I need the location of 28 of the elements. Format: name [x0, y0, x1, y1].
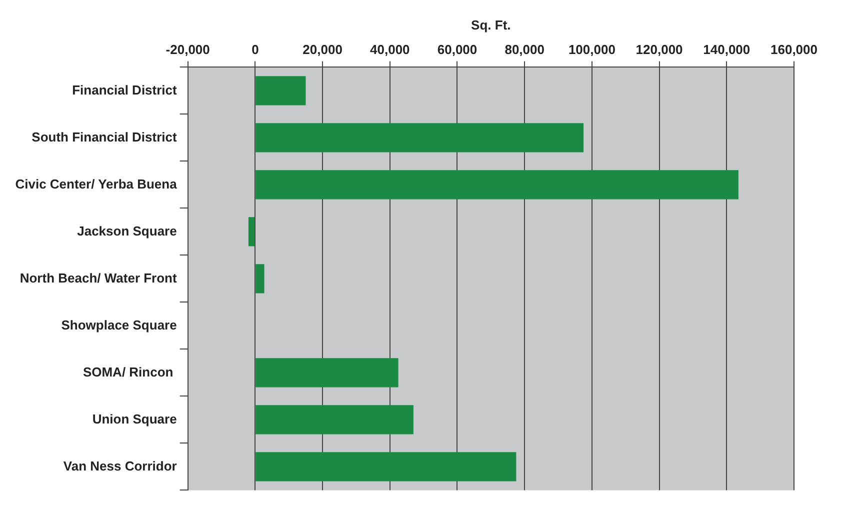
x-tick-label: 60,000: [437, 42, 478, 57]
bar: [256, 264, 264, 294]
x-tick-label: 80,000: [504, 42, 544, 57]
x-axis-title: Sq. Ft.: [471, 17, 511, 32]
bar: [256, 358, 398, 388]
x-tick-label: -20,000: [166, 42, 210, 57]
y-tick-label: Union Square: [92, 411, 177, 426]
x-tick-label: 40,000: [370, 42, 410, 57]
y-tick-label: Van Ness Corridor: [63, 458, 177, 474]
bar: [256, 76, 306, 106]
x-tick-label: 160,000: [770, 42, 818, 57]
x-tick-label: 120,000: [636, 42, 683, 57]
y-tick-label: North Beach/ Water Front: [20, 270, 178, 286]
bar: [248, 217, 255, 246]
y-tick-label: Civic Center/ Yerba Buena: [15, 176, 178, 192]
y-tick-label: SOMA/ Rincon: [82, 364, 177, 380]
y-tick-label: Showplace Square: [61, 317, 177, 332]
bar: [256, 405, 414, 434]
bar: [256, 170, 738, 200]
x-tick-label: 140,000: [703, 42, 750, 57]
bar: [256, 123, 584, 152]
y-tick-label: South Financial District: [32, 129, 178, 144]
y-tick-label: Jackson Square: [77, 223, 177, 238]
x-tick-label: 100,000: [568, 42, 616, 57]
x-tick-label: 0: [252, 42, 259, 57]
bar: [256, 452, 516, 482]
y-tick-label: Financial District: [72, 82, 178, 98]
x-tick-label: 20,000: [302, 42, 342, 57]
